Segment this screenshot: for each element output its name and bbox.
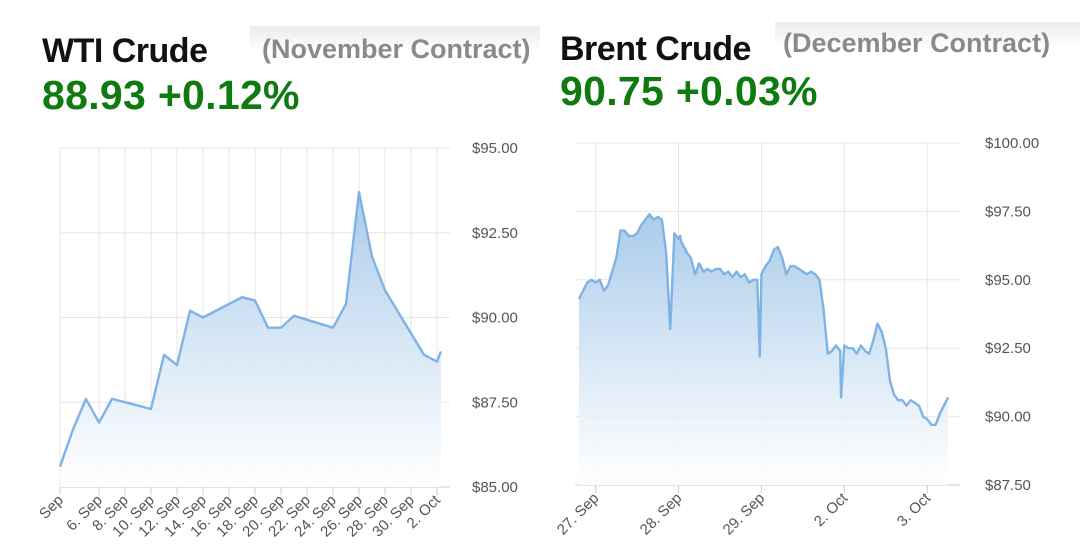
chart-subtitle: (November Contract) (262, 34, 531, 64)
brent-chart-panel: Brent Crude (December Contract) 90.75 +0… (545, 0, 1084, 560)
x-tick-label: 29. Sep (720, 490, 769, 539)
y-tick-label: $100.00 (985, 135, 1039, 152)
price-quote: 88.93 +0.12% (42, 72, 300, 119)
series-line (58, 190, 443, 468)
chart-title: WTI Crude (42, 32, 208, 70)
y-tick-label: $90.00 (472, 310, 518, 327)
series-area-fill (60, 192, 441, 487)
x-tick-label: Sep (36, 492, 67, 523)
x-tick-label: 28. Sep (637, 490, 686, 539)
chart-subtitle: (December Contract) (783, 28, 1051, 58)
chart-title: Brent Crude (560, 30, 751, 68)
title-band (775, 22, 1080, 48)
series-line (577, 212, 950, 426)
title-band (250, 26, 540, 52)
brent-price-chart: $87.50 $90.00 $92.50 $95.00 $97.50 $100.00 27.… (554, 135, 1039, 539)
price-value: 90.75 (560, 68, 665, 114)
x-tick-label: 2. Oct (811, 489, 852, 530)
y-tick-label: $97.50 (985, 203, 1031, 220)
y-tick-label: $95.00 (985, 272, 1031, 289)
wti-chart-panel: WTI Crude (November Contract) 88.93 +0.1… (0, 0, 540, 560)
y-tick-label: $87.50 (985, 477, 1031, 494)
y-tick-label: $90.00 (985, 409, 1031, 426)
price-change: +0.12% (157, 72, 300, 118)
price-value: 88.93 (42, 72, 147, 118)
x-tick-label: 27. Sep (554, 490, 603, 539)
price-quote: 90.75 +0.03% (560, 68, 818, 115)
y-tick-label: $85.00 (472, 479, 518, 496)
y-tick-label: $87.50 (472, 394, 518, 411)
price-change: +0.03% (675, 68, 818, 114)
y-tick-label: $92.50 (985, 340, 1031, 357)
series-area-fill (579, 214, 948, 485)
y-tick-label: $95.00 (472, 140, 518, 157)
x-tick-label: 3. Oct (894, 489, 935, 530)
y-tick-label: $92.50 (472, 225, 518, 242)
